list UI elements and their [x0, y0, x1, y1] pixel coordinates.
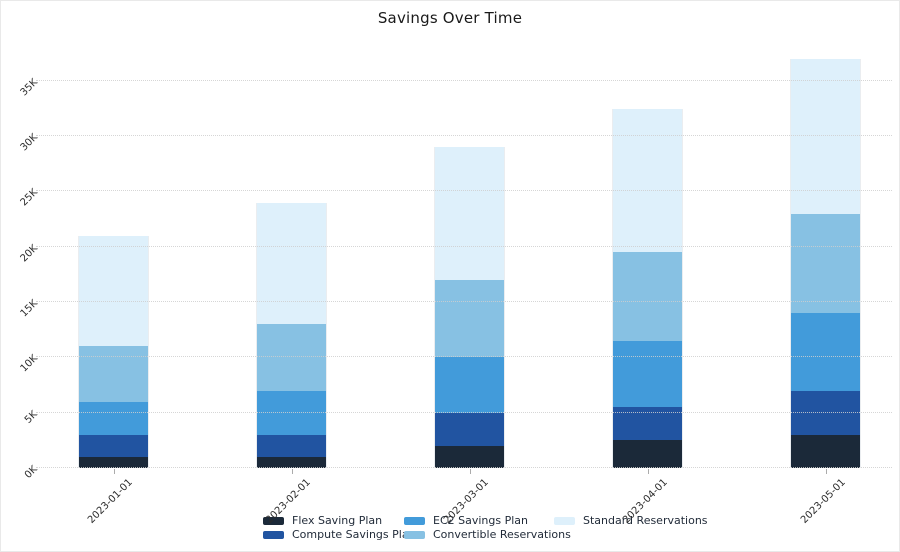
bar-segment-ec2-savings-plan[interactable] [435, 357, 505, 413]
bar-segment-ec2-savings-plan[interactable] [79, 401, 148, 435]
legend-label: Compute Savings Plan [292, 528, 416, 541]
x-tick-mark [113, 469, 115, 474]
gridline-25K [36, 190, 892, 192]
bar-segment-compute-savings-plan[interactable] [791, 390, 861, 435]
gridline-10K [36, 356, 892, 358]
x-tick-label: 2023-01-01 [86, 477, 136, 526]
bar-segment-convertible-reservations[interactable] [435, 280, 505, 358]
bar-segment-standard-reservations[interactable] [791, 58, 861, 214]
bar-segment-compute-savings-plan[interactable] [79, 434, 148, 457]
bar-segment-compute-savings-plan[interactable] [435, 412, 505, 446]
x-tick-label: 2023-05-01 [798, 477, 848, 526]
legend-swatch-flex-saving-plan [263, 516, 284, 525]
bar-segment-compute-savings-plan[interactable] [613, 407, 683, 441]
legend-label: EC2 Savings Plan [433, 514, 528, 527]
bar-segment-convertible-reservations[interactable] [257, 324, 327, 391]
bar-2023-03-01 [434, 147, 506, 468]
plot-area [36, 46, 892, 468]
bar-segment-convertible-reservations[interactable] [613, 252, 683, 341]
legend-column: Flex Saving Plan Compute Savings Plan [263, 515, 416, 540]
x-tick-mark [647, 469, 649, 474]
legend-label: Flex Saving Plan [292, 514, 383, 527]
bar-segment-flex-saving-plan[interactable] [435, 445, 505, 468]
gridline-20K [36, 245, 892, 247]
bar-2023-02-01 [256, 202, 328, 468]
legend-swatch-standard-reservations [554, 516, 575, 525]
bar-segment-compute-savings-plan[interactable] [257, 434, 327, 457]
gridline-30K [36, 135, 892, 137]
legend-item-standard-reservations[interactable]: Standard Reservations [554, 515, 708, 526]
bar-segment-standard-reservations[interactable] [257, 202, 327, 325]
bar-2023-05-01 [790, 58, 862, 468]
bar-segment-convertible-reservations[interactable] [791, 213, 861, 314]
bar-segment-flex-saving-plan[interactable] [257, 456, 327, 468]
bar-segment-flex-saving-plan[interactable] [613, 440, 683, 468]
legend-item-compute-savings-plan[interactable]: Compute Savings Plan [263, 529, 416, 540]
bar-segment-standard-reservations[interactable] [79, 235, 148, 347]
gridline-15K [36, 301, 892, 303]
chart-title: Savings Over Time [377, 9, 523, 27]
gridline-35K [36, 79, 892, 81]
gridline-0K [36, 467, 892, 468]
x-tick-mark [469, 469, 471, 474]
legend-item-ec2-savings-plan[interactable]: EC2 Savings Plan [404, 515, 571, 526]
bar-segment-ec2-savings-plan[interactable] [613, 340, 683, 408]
legend-swatch-ec2-savings-plan [404, 516, 425, 525]
bar-segment-ec2-savings-plan[interactable] [257, 390, 327, 435]
bar-segment-flex-saving-plan[interactable] [791, 434, 861, 468]
legend-item-convertible-reservations[interactable]: Convertible Reservations [404, 529, 571, 540]
legend-label: Convertible Reservations [433, 528, 571, 541]
legend-label: Standard Reservations [583, 514, 708, 527]
legend-column: Standard Reservations [554, 515, 708, 526]
bar-2023-01-01 [78, 235, 149, 468]
bar-2023-04-01 [612, 108, 684, 468]
legend-swatch-compute-savings-plan [263, 530, 284, 539]
x-tick-mark [291, 469, 293, 474]
x-tick-mark [825, 469, 827, 474]
bar-segment-ec2-savings-plan[interactable] [791, 313, 861, 391]
legend-column: EC2 Savings Plan Convertible Reservations [404, 515, 571, 540]
bar-segment-standard-reservations[interactable] [613, 108, 683, 253]
bar-segment-standard-reservations[interactable] [435, 147, 505, 280]
gridline-5K [36, 411, 892, 413]
legend-swatch-convertible-reservations [404, 530, 425, 539]
legend-item-flex-saving-plan[interactable]: Flex Saving Plan [263, 515, 416, 526]
bar-segment-flex-saving-plan[interactable] [79, 456, 148, 468]
bar-segment-convertible-reservations[interactable] [79, 346, 148, 402]
